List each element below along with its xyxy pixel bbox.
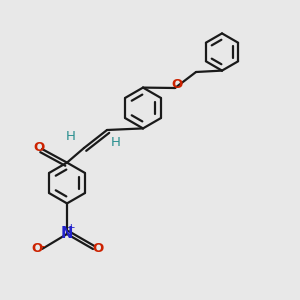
Text: O: O <box>33 141 45 154</box>
Text: O: O <box>93 242 104 256</box>
Text: H: H <box>66 130 76 143</box>
Text: N: N <box>61 226 73 242</box>
Text: +: + <box>67 223 76 233</box>
Text: O: O <box>171 79 182 92</box>
Text: -: - <box>41 240 46 253</box>
Text: O: O <box>31 242 42 256</box>
Text: H: H <box>111 136 121 149</box>
